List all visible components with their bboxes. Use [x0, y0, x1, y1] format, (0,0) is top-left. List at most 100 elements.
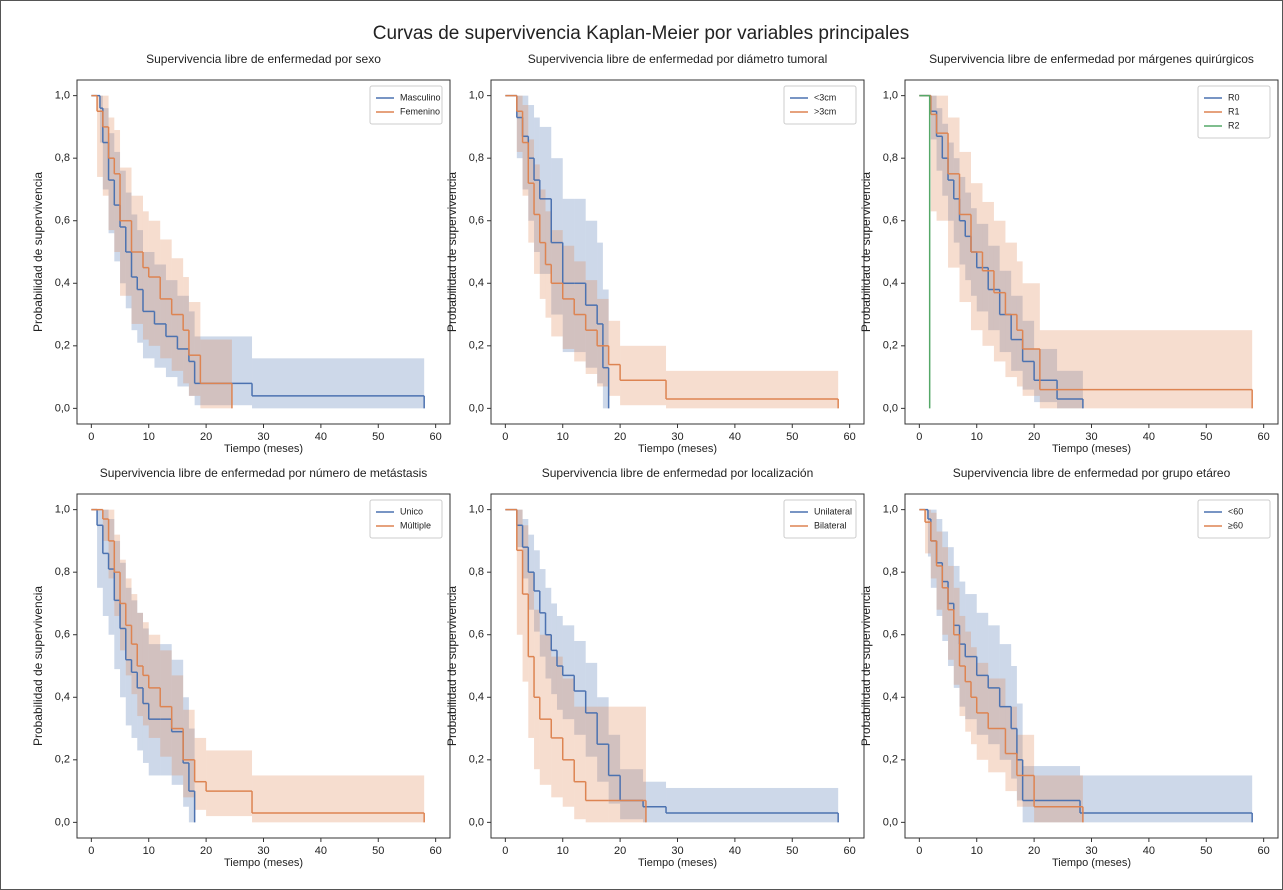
ci-band	[102, 509, 109, 541]
legend: Masculino Femenino	[369, 85, 443, 125]
ci-band	[102, 95, 109, 196]
ci-band	[953, 587, 960, 685]
legend-label: ≥60	[1228, 520, 1243, 530]
ci-band	[574, 261, 586, 362]
legend-label: Masculino	[400, 92, 441, 102]
subplot-title: Supervivencia libre de enfermedad por nú…	[100, 466, 428, 480]
legend: <60≥60	[1197, 499, 1271, 539]
legend-box	[369, 499, 443, 539]
ci-band	[534, 164, 540, 274]
ci-band	[194, 737, 207, 810]
x-tick-label: 20	[200, 431, 212, 443]
ci-band	[120, 559, 126, 651]
y-tick-label: 0,6	[883, 629, 898, 641]
subplot-title: Supervivencia libre de enfermedad por di…	[528, 52, 828, 66]
y-tick-label: 0,0	[469, 402, 484, 414]
x-tick-label: 40	[315, 845, 327, 857]
ci-band	[953, 565, 960, 688]
x-axis-label: Tiempo (meses)	[638, 443, 717, 455]
ci-band	[206, 750, 253, 817]
y-tick-label: 0,4	[883, 691, 898, 703]
ci-band	[177, 295, 189, 387]
y-tick-label: 0,6	[55, 215, 70, 227]
ci-band	[114, 130, 121, 252]
ci-band	[562, 678, 575, 807]
x-tick-label: 50	[372, 845, 384, 857]
ci-band	[120, 562, 126, 698]
ci-band	[1005, 242, 1017, 378]
y-tick-label: 0,8	[55, 566, 70, 578]
ci-band	[1034, 775, 1083, 823]
ci-band	[97, 509, 103, 588]
x-tick-label: 20	[614, 431, 626, 443]
ci-band	[948, 565, 954, 660]
x-tick-label: 0	[502, 845, 508, 857]
y-tick-label: 0,8	[469, 152, 484, 164]
ci-band	[516, 95, 523, 152]
ci-band	[574, 640, 586, 735]
subplot-title: Supervivencia libre de enfermedad por lo…	[542, 466, 814, 480]
ci-band	[562, 625, 575, 720]
x-tick-label: 50	[786, 431, 798, 443]
ci-band	[936, 531, 943, 610]
x-tick-label: 20	[1028, 845, 1040, 857]
y-tick-label: 0,8	[55, 152, 70, 164]
legend-label: Femenino	[400, 106, 440, 116]
ci-band	[643, 781, 667, 823]
y-tick-label: 0,2	[469, 340, 484, 352]
x-tick-label: 60	[844, 431, 856, 443]
x-tick-label: 40	[729, 845, 741, 857]
ci-band	[171, 675, 184, 776]
plot-area	[919, 508, 1253, 823]
y-tick-label: 0,0	[469, 816, 484, 828]
ci-band	[534, 117, 540, 252]
subplot-title: Supervivencia libre de enfermedad por má…	[929, 52, 1254, 66]
x-tick-label: 30	[671, 431, 683, 443]
ci-band	[160, 650, 172, 757]
ci-band	[171, 659, 184, 785]
ci-band	[148, 220, 161, 346]
x-tick-label: 60	[430, 431, 442, 443]
legend-label: <3cm	[814, 92, 836, 102]
ci-band	[137, 230, 143, 343]
plot-area	[505, 94, 839, 409]
x-tick-label: 0	[502, 431, 508, 443]
y-tick-label: 1,0	[883, 90, 898, 102]
y-tick-label: 0,2	[55, 754, 70, 766]
y-tick-label: 0,4	[469, 691, 484, 703]
ci-band	[574, 198, 586, 353]
ci-band	[142, 622, 149, 726]
legend-box	[1197, 499, 1271, 539]
ci-band	[942, 123, 949, 196]
plot-area	[91, 94, 425, 409]
legend-box	[783, 85, 857, 125]
subplot-title: Supervivencia libre de enfermedad por gr…	[953, 466, 1231, 480]
ci-band	[142, 211, 149, 340]
x-tick-label: 50	[1200, 431, 1212, 443]
plot-area	[919, 94, 1253, 409]
ci-band	[131, 600, 138, 738]
y-tick-label: 0,8	[883, 566, 898, 578]
legend-box	[1197, 85, 1271, 139]
x-tick-label: 50	[1200, 845, 1212, 857]
ci-band	[585, 706, 609, 823]
x-tick-label: 20	[200, 845, 212, 857]
ci-band	[597, 697, 609, 782]
ci-band	[988, 678, 1006, 773]
y-tick-label: 0,0	[883, 402, 898, 414]
plot-area	[91, 508, 425, 823]
ci-band	[585, 662, 598, 757]
ci-band	[666, 370, 839, 409]
x-tick-label: 60	[1258, 845, 1270, 857]
y-tick-label: 0,2	[883, 754, 898, 766]
y-tick-label: 1,0	[883, 504, 898, 516]
ci-band	[970, 647, 977, 745]
ci-band	[528, 572, 535, 738]
ci-band	[539, 126, 552, 274]
x-tick-label: 60	[844, 845, 856, 857]
y-tick-label: 0,2	[55, 340, 70, 352]
x-axis-label: Tiempo (meses)	[224, 443, 303, 455]
subplot-title: Supervivencia libre de enfermedad por se…	[146, 52, 381, 66]
x-tick-label: 60	[430, 845, 442, 857]
ci-band	[948, 142, 954, 221]
